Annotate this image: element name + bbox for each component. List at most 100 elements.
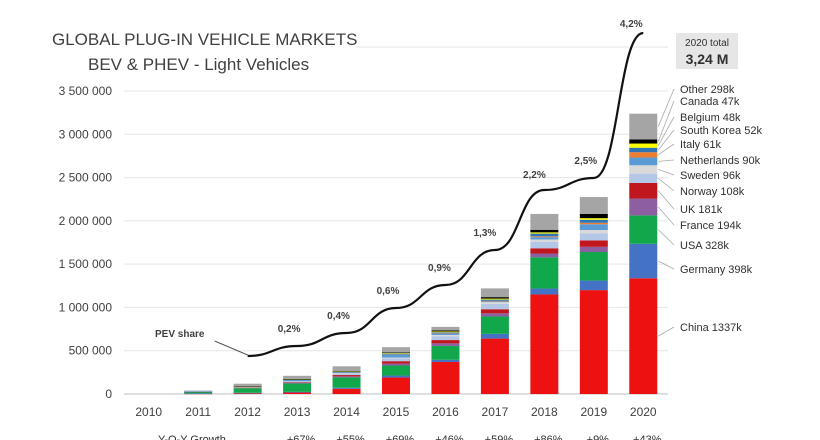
chart-title: GLOBAL PLUG-IN VEHICLE MARKETS: [52, 30, 357, 49]
bar-segment-usa-2012: [233, 388, 262, 393]
bar-segment-other-2016: [431, 326, 460, 331]
growth-value: +67%: [287, 434, 316, 440]
bar-segment-germany-2017: [480, 333, 509, 339]
bar-segment-canada-2014: [332, 370, 361, 372]
growth-value: +46%: [435, 434, 464, 440]
bar-segment-sweden-2018: [530, 239, 559, 242]
pev-share-leader: [214, 340, 248, 356]
bar-segment-canada-2018: [530, 229, 559, 233]
bar-segment-belgium-2019: [579, 218, 608, 220]
legend-leader: [658, 177, 675, 192]
bar-segment-uk-2016: [431, 340, 460, 344]
bar-segment-canada-2019: [579, 213, 608, 219]
legend-entry: Belgium 48k: [680, 112, 741, 124]
y-tick-label: 2 500 000: [59, 171, 113, 185]
bar-segment-other-2012: [233, 383, 262, 387]
growth-value: +55%: [336, 434, 365, 440]
bar-segment-germany-2012: [233, 392, 262, 394]
bar-segment-france-2017: [480, 313, 509, 317]
growth-value: +86%: [534, 434, 563, 440]
x-tick-label: 2010: [135, 405, 162, 419]
total-box-bg: [676, 33, 738, 69]
legend-leader: [657, 88, 675, 127]
bar-segment-uk-2019: [579, 240, 608, 247]
bar-segment-canada-2016: [431, 330, 460, 332]
y-tick-label: 2 000 000: [59, 214, 113, 228]
legend-entry: UK 181k: [680, 204, 723, 216]
chart-subtitle: BEV & PHEV - Light Vehicles: [88, 55, 309, 74]
legend-entry: Germany 398k: [680, 264, 753, 276]
bar-segment-italy-2017: [480, 300, 509, 302]
bar-segment-france-2018: [530, 253, 559, 258]
bar-segment-china-2014: [332, 388, 361, 394]
bar-segment-france-2016: [431, 343, 460, 346]
bar-segment-italy-2016: [431, 332, 460, 334]
bar-segment-usa-2013: [283, 383, 312, 392]
bar-segment-netherlands-2017: [480, 301, 509, 303]
bar-segment-belgium-2017: [480, 298, 509, 300]
bar-segment-usa-2015: [382, 365, 410, 376]
bar-segment-south-korea-2016: [431, 332, 460, 333]
bar-segment-germany-2019: [579, 280, 608, 291]
legend-entry: Canada 47k: [680, 96, 740, 108]
bar-segment-sweden-2012: [233, 386, 262, 388]
bar-segment-south-korea-2017: [480, 299, 509, 301]
legend-entry: Italy 61k: [680, 139, 721, 151]
legend-leader: [657, 100, 675, 142]
bar-segment-france-2019: [579, 246, 608, 253]
bar-segment-uk-2020: [629, 182, 658, 199]
bar-segment-canada-2012: [233, 386, 262, 387]
pev-share-value: 0,6%: [377, 286, 400, 297]
bar-segment-italy-2018: [530, 236, 559, 238]
bar-segment-netherlands-2014: [332, 371, 361, 373]
x-tick-label: 2011: [185, 405, 211, 419]
y-tick-label: 3 500 000: [59, 84, 113, 98]
legend-entry: Other 298k: [680, 84, 735, 96]
legend-leader: [657, 116, 675, 146]
y-tick-label: 500 000: [69, 344, 113, 358]
bar-segment-belgium-2014: [332, 371, 361, 372]
bar-segment-netherlands-2013: [283, 379, 312, 382]
legend-leader: [658, 159, 675, 162]
bar-segment-uk-2018: [530, 248, 559, 254]
bar-segment-south-korea-2019: [579, 219, 608, 223]
bar-segment-china-2013: [283, 392, 312, 394]
bar-segment-other-2020: [629, 113, 658, 140]
legend-leader: [657, 206, 675, 226]
legend-leader: [658, 169, 675, 176]
legend-leader: [658, 260, 675, 270]
x-tick-label: 2012: [234, 405, 261, 419]
bar-segment-norway-2017: [480, 303, 509, 310]
pev-share-value: 2,5%: [574, 156, 597, 167]
bar-segment-other-2019: [579, 197, 608, 214]
bar-segment-usa-2011: [184, 391, 213, 394]
legend-leader: [658, 143, 675, 156]
bar-segment-uk-2014: [332, 375, 361, 377]
growth-value: +9%: [587, 434, 610, 440]
bar-segment-canada-2017: [480, 297, 509, 299]
bar-segment-netherlands-2016: [431, 332, 460, 335]
y-tick-label: 1 000 000: [59, 300, 113, 314]
bar-segment-sweden-2014: [332, 372, 361, 374]
legend-entry: USA 328k: [680, 240, 729, 252]
bar-segment-italy-2020: [629, 152, 658, 158]
bar-segment-germany-2016: [431, 359, 460, 362]
bar-segment-canada-2015: [382, 352, 410, 353]
bar-segment-uk-2012: [233, 387, 262, 389]
legend-leader: [657, 229, 675, 246]
bar-segment-norway-2016: [431, 336, 460, 341]
bar-segment-other-2018: [530, 213, 559, 230]
bar-segment-france-2015: [382, 363, 410, 366]
y-tick-label: 1 500 000: [59, 257, 113, 271]
growth-value: +59%: [485, 434, 514, 440]
bar-segment-netherlands-2020: [629, 157, 658, 166]
bar-segment-china-2018: [530, 294, 559, 394]
bar-segment-usa-2019: [579, 252, 608, 281]
bar-segment-usa-2016: [431, 345, 460, 360]
bar-segment-norway-2020: [629, 173, 658, 183]
x-tick-label: 2019: [580, 405, 607, 419]
growth-value: +69%: [386, 434, 415, 440]
bar-segment-netherlands-2019: [579, 224, 608, 231]
bar-segment-belgium-2018: [530, 232, 559, 234]
